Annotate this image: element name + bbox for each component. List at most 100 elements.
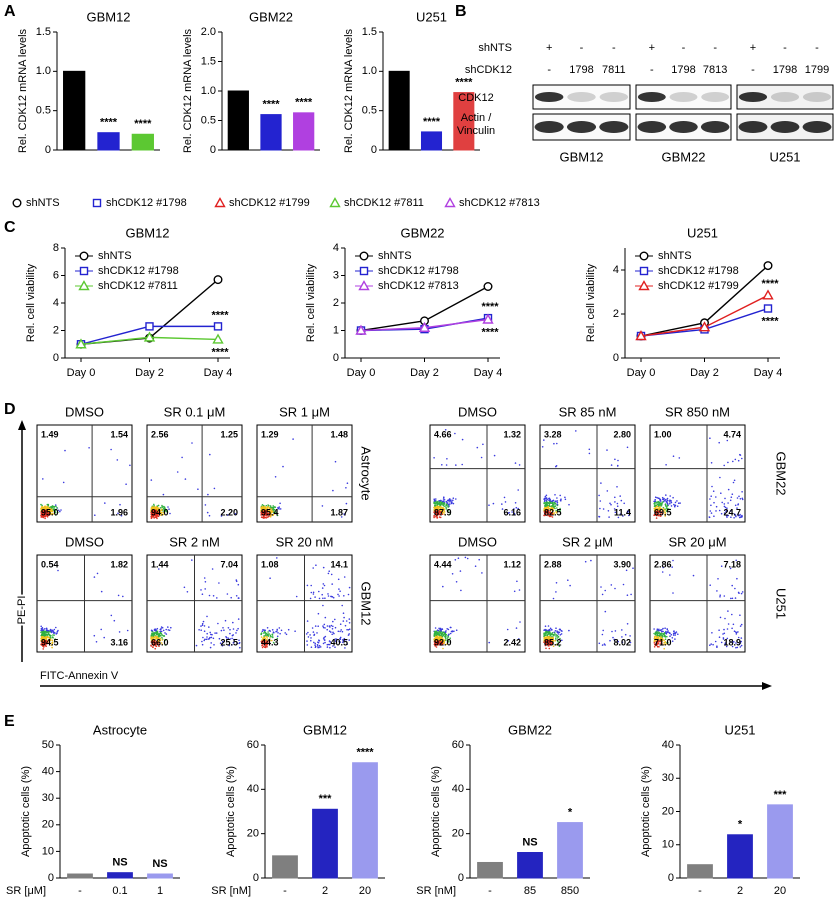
x-tick-label: 850 xyxy=(561,885,579,897)
event-dot xyxy=(710,504,712,507)
event-dot xyxy=(480,456,483,459)
event-dot xyxy=(555,591,557,593)
y-tick-label: 20 xyxy=(42,819,54,831)
event-dot xyxy=(209,646,212,649)
event-dot xyxy=(264,511,267,514)
event-dot xyxy=(279,508,282,510)
event-dot xyxy=(278,506,281,508)
event-dot xyxy=(312,591,315,594)
chart-title: U251 xyxy=(724,722,755,737)
event-dot xyxy=(740,623,743,626)
plot-title: SR 85 nM xyxy=(559,404,617,419)
event-dot xyxy=(660,634,663,636)
event-dot xyxy=(346,482,349,485)
event-dot xyxy=(226,593,229,595)
event-dot xyxy=(311,627,314,629)
event-dot xyxy=(153,505,155,507)
event-dot xyxy=(671,640,674,642)
chart-title: GBM22 xyxy=(249,9,293,24)
event-dot xyxy=(715,505,718,508)
event-dot xyxy=(584,560,587,563)
event-dot xyxy=(165,628,167,631)
data-point xyxy=(482,313,494,324)
event-dot xyxy=(610,503,612,506)
y-tick-label: 4 xyxy=(333,242,339,254)
quadrant-value: 95.4 xyxy=(261,507,279,517)
event-dot xyxy=(474,565,477,567)
event-dot xyxy=(545,647,547,650)
event-dot xyxy=(666,628,668,630)
event-dot xyxy=(729,499,732,502)
event-dot xyxy=(312,593,315,595)
event-dot xyxy=(56,630,59,633)
event-dot xyxy=(709,510,712,512)
event-dot xyxy=(100,590,103,593)
event-dot xyxy=(40,515,43,517)
quadrant-value: 1.00 xyxy=(654,429,672,439)
event-dot xyxy=(305,633,308,635)
y-tick-label: 40 xyxy=(662,739,674,751)
event-dot xyxy=(158,633,161,636)
row-label: GBM12 xyxy=(359,581,374,625)
event-dot xyxy=(616,486,618,488)
event-dot xyxy=(708,516,711,518)
significance: **** xyxy=(211,309,229,321)
event-dot xyxy=(260,507,263,509)
event-dot xyxy=(45,513,48,515)
event-dot xyxy=(222,627,224,629)
event-dot xyxy=(672,496,674,499)
legend-marker xyxy=(639,266,649,276)
significance: **** xyxy=(423,116,441,128)
significance: * xyxy=(738,819,743,831)
event-dot xyxy=(232,621,234,624)
event-dot xyxy=(183,586,186,589)
event-dot xyxy=(265,508,268,510)
event-dot xyxy=(266,627,269,629)
event-dot xyxy=(323,584,326,587)
event-dot xyxy=(239,646,241,649)
event-dot xyxy=(339,623,342,625)
event-dot xyxy=(334,460,337,463)
event-dot xyxy=(46,503,49,506)
event-dot xyxy=(503,496,506,499)
legend-label: shCDK12 #7811 xyxy=(98,280,178,292)
lane-label: - xyxy=(682,42,686,54)
lane-label: 7811 xyxy=(602,64,626,76)
event-dot xyxy=(327,643,330,646)
event-dot xyxy=(654,498,656,501)
event-dot xyxy=(447,634,450,636)
event-dot xyxy=(151,633,154,636)
quadrant-value: 82.5 xyxy=(544,507,562,517)
event-dot xyxy=(307,636,310,638)
quadrant-value: 87.9 xyxy=(434,507,452,517)
event-dot xyxy=(731,627,733,630)
event-dot xyxy=(203,625,206,627)
event-dot xyxy=(40,629,42,632)
event-dot xyxy=(43,633,46,635)
event-dot xyxy=(663,497,665,500)
event-dot xyxy=(737,503,740,505)
bar xyxy=(477,861,503,879)
event-dot xyxy=(433,457,435,459)
y-tick-label: 30 xyxy=(662,772,674,784)
event-dot xyxy=(517,489,519,491)
event-dot xyxy=(46,628,48,630)
band xyxy=(770,92,800,102)
event-dot xyxy=(116,459,119,461)
event-dot xyxy=(223,629,225,631)
event-dot xyxy=(56,507,58,509)
event-dot xyxy=(310,646,313,648)
event-dot xyxy=(54,514,57,516)
event-dot xyxy=(445,464,448,466)
event-dot xyxy=(719,594,721,596)
event-dot xyxy=(601,633,604,636)
event-dot xyxy=(727,502,729,504)
event-dot xyxy=(206,511,209,514)
event-dot xyxy=(555,627,557,629)
y-tick-label: 0 xyxy=(48,872,54,884)
x-tick-label: - xyxy=(78,885,82,897)
event-dot xyxy=(616,502,619,505)
plot-title: DMSO xyxy=(65,404,104,419)
y-axis-label: Rel. cell viability xyxy=(25,263,37,342)
event-dot xyxy=(237,583,240,586)
